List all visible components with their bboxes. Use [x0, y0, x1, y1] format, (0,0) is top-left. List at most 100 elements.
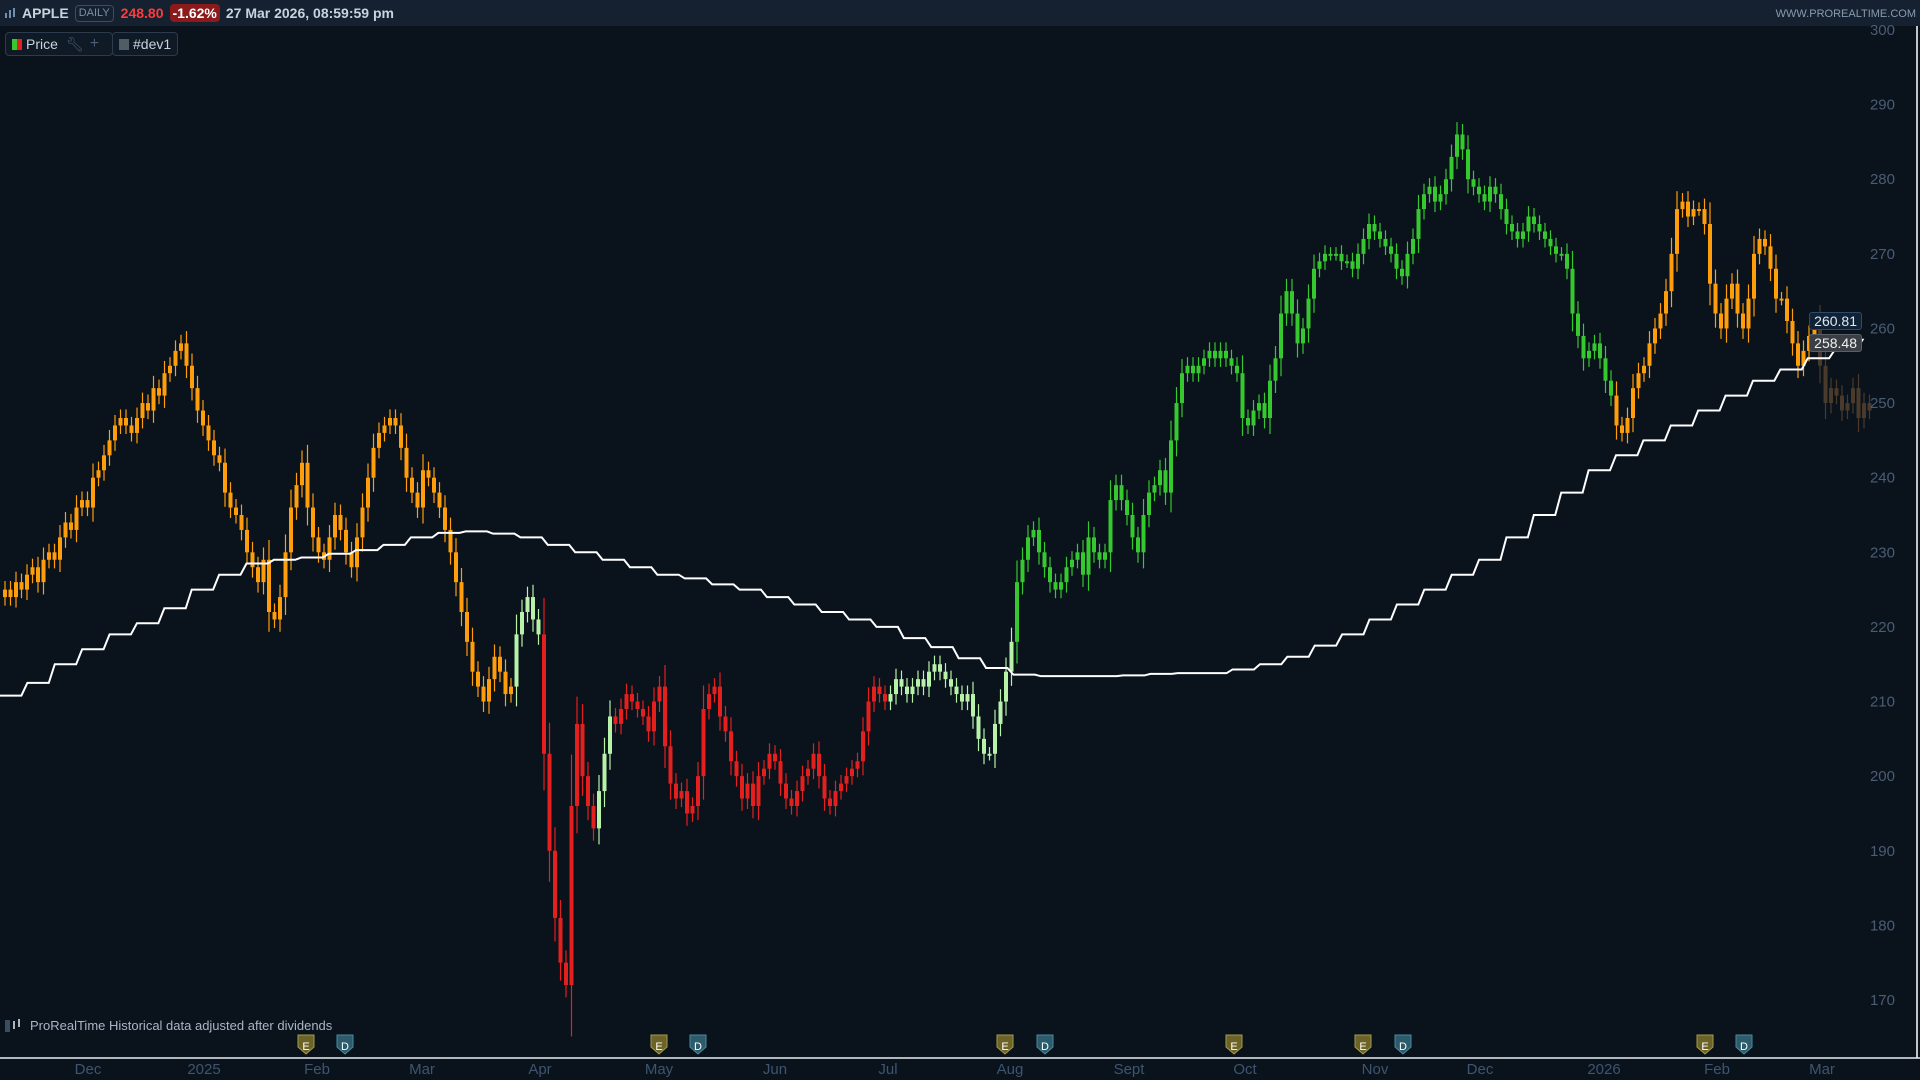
candle [1713, 269, 1718, 328]
candle-body [1829, 388, 1833, 404]
earnings-marker[interactable]: E [996, 1034, 1014, 1055]
candle [19, 573, 24, 599]
svg-text:D: D [694, 1041, 702, 1053]
candle [503, 659, 508, 707]
candle-body [756, 776, 761, 806]
plus-icon[interactable]: + [89, 35, 100, 52]
candle-body [113, 425, 117, 441]
dividend-marker[interactable]: D [1036, 1034, 1054, 1055]
candle-body [1785, 298, 1789, 321]
candle-body [1273, 358, 1278, 381]
candle-body [828, 798, 832, 806]
timeframe-badge[interactable]: DAILY [74, 4, 114, 22]
candle [1603, 345, 1608, 394]
candle-body [311, 507, 315, 538]
candle [30, 558, 35, 584]
candle [1504, 198, 1509, 235]
candle-body [63, 522, 68, 538]
candle [679, 782, 684, 808]
candle [1774, 254, 1778, 313]
candle [1158, 459, 1162, 496]
candle [1119, 474, 1124, 511]
candlestick-icon [5, 1019, 20, 1032]
candle [1543, 222, 1547, 248]
earnings-marker[interactable]: E [1354, 1034, 1372, 1055]
candle-body [1174, 403, 1179, 441]
candle-body [1658, 313, 1663, 329]
candle-body [514, 634, 519, 687]
candle-body [1570, 268, 1575, 314]
candle-body [1554, 246, 1558, 254]
earnings-marker[interactable]: E [1696, 1034, 1714, 1055]
candle [1482, 185, 1487, 211]
candle [1532, 207, 1536, 233]
candle [1477, 178, 1481, 203]
candle [1053, 573, 1058, 599]
candle [800, 765, 805, 802]
candle-body [580, 723, 585, 777]
candle-body [569, 805, 574, 986]
candle [1070, 551, 1074, 576]
candle-body [146, 403, 150, 411]
dividend-marker[interactable]: D [1735, 1034, 1753, 1055]
earnings-marker[interactable]: E [297, 1034, 315, 1055]
candle-body [1735, 283, 1740, 314]
candle [1004, 657, 1008, 716]
candle-body [503, 671, 508, 695]
dividend-marker[interactable]: D [1394, 1034, 1412, 1055]
candle [1191, 357, 1195, 382]
x-tick-label: May [645, 1061, 674, 1078]
candle-body [454, 552, 458, 583]
candle [668, 730, 673, 800]
candle [443, 495, 447, 543]
candle [102, 444, 106, 481]
candle [767, 743, 772, 780]
candle-body [520, 611, 524, 635]
candle [921, 670, 926, 696]
candle [850, 760, 854, 785]
y-tick-label: 250 [1870, 395, 1895, 412]
candle [426, 461, 431, 487]
candle [1262, 392, 1267, 429]
candle-body [850, 768, 854, 777]
symbol[interactable]: APPLE [22, 5, 69, 21]
candle-body [118, 417, 123, 426]
candle-body [965, 694, 970, 702]
candle [201, 400, 205, 436]
candle [646, 706, 651, 742]
earnings-marker[interactable]: E [1225, 1034, 1243, 1055]
candle-body [1240, 373, 1245, 418]
candle-body [173, 350, 178, 366]
candle [751, 771, 755, 819]
legend-price[interactable]: Price 🔧︎ + [5, 32, 113, 56]
candle [437, 482, 442, 518]
candle-body [338, 514, 343, 530]
earnings-marker[interactable]: E [650, 1034, 668, 1055]
candle-body [987, 753, 992, 756]
candle [410, 467, 414, 504]
candle [657, 676, 662, 712]
dividend-marker[interactable]: D [336, 1034, 354, 1055]
candle-body [1466, 149, 1470, 180]
x-tick-label: Aug [997, 1061, 1024, 1078]
candle [1471, 170, 1476, 196]
candle-body [608, 716, 612, 754]
legend-dev1[interactable]: #dev1 [112, 32, 179, 56]
candle-body [1268, 380, 1272, 418]
candle-body [1603, 358, 1608, 381]
candle [1427, 178, 1432, 203]
candle-body [41, 559, 46, 583]
candle-body [245, 529, 249, 553]
dividend-marker[interactable]: D [689, 1034, 707, 1055]
site-link[interactable]: WWW.PROREALTIME.COM [1775, 8, 1916, 20]
wrench-icon[interactable]: 🔧︎ [65, 35, 84, 52]
candle [1856, 373, 1861, 433]
candle-body [487, 679, 491, 702]
candle [1328, 247, 1333, 261]
candle-body [481, 686, 486, 702]
candle-body [553, 850, 557, 918]
y-tick-label: 280 [1870, 171, 1895, 188]
candle [1449, 144, 1454, 192]
candle [1405, 241, 1410, 289]
